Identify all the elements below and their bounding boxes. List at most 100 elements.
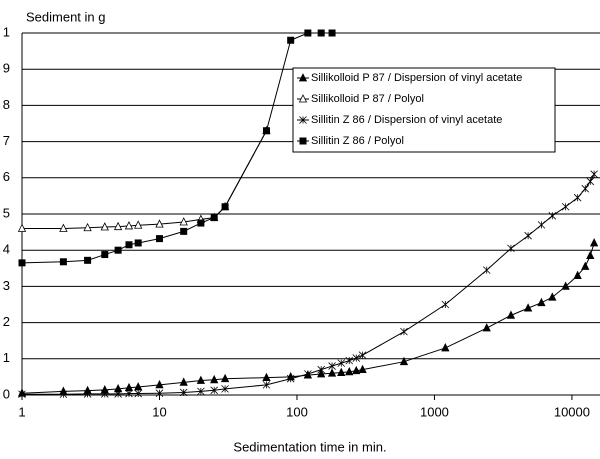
- marker: [210, 374, 219, 384]
- marker: [537, 297, 546, 307]
- legend-label: Sillikolloid P 87 / Polyol: [311, 93, 424, 105]
- marker: [586, 250, 595, 260]
- y-tick-label: 1: [3, 350, 10, 365]
- marker: [124, 221, 134, 230]
- marker: [328, 29, 336, 37]
- marker: [101, 251, 109, 259]
- marker: [345, 356, 354, 365]
- y-tick-label: 0: [3, 386, 10, 401]
- marker: [524, 231, 532, 240]
- marker: [506, 310, 516, 319]
- marker: [352, 365, 361, 375]
- marker: [210, 214, 218, 222]
- legend-marker: [298, 73, 308, 82]
- marker: [134, 382, 143, 391]
- y-tick-label: 1: [3, 24, 10, 39]
- marker: [327, 368, 337, 377]
- marker: [125, 389, 133, 398]
- marker: [523, 303, 533, 312]
- marker: [328, 362, 336, 370]
- marker: [304, 370, 312, 378]
- marker: [507, 244, 515, 253]
- legend-label: Sillikolloid P 87 / Dispersion of vinyl …: [311, 72, 522, 84]
- marker: [581, 184, 590, 193]
- marker: [155, 379, 164, 389]
- marker: [100, 390, 109, 398]
- x-tick-label: 100: [286, 404, 308, 419]
- x-tick-label: 1000: [420, 404, 449, 419]
- marker: [84, 256, 92, 264]
- marker: [134, 220, 143, 229]
- marker: [221, 203, 229, 211]
- marker: [179, 377, 188, 386]
- marker: [221, 385, 229, 393]
- marker: [155, 235, 163, 243]
- marker: [59, 390, 68, 399]
- marker: [113, 221, 123, 231]
- marker: [134, 389, 142, 398]
- marker: [196, 375, 206, 384]
- series-line: [22, 173, 595, 395]
- y-tick-label: 5: [3, 205, 10, 220]
- marker: [262, 372, 271, 382]
- marker: [59, 258, 67, 266]
- marker: [197, 219, 205, 227]
- marker: [561, 281, 570, 290]
- legend-box: [292, 67, 556, 153]
- marker: [262, 127, 270, 135]
- marker: [100, 222, 109, 231]
- marker: [179, 217, 188, 226]
- marker: [18, 390, 26, 399]
- marker: [358, 351, 367, 359]
- marker: [317, 365, 325, 374]
- marker: [114, 246, 122, 254]
- marker: [548, 212, 557, 220]
- legend-label: Sillitin Z 86 / Polyol: [311, 135, 404, 147]
- marker: [317, 29, 325, 37]
- marker: [286, 374, 295, 383]
- marker: [590, 170, 598, 178]
- marker: [358, 364, 367, 374]
- y-tick-label: 3: [3, 278, 10, 293]
- marker: [220, 373, 230, 383]
- marker: [561, 202, 570, 211]
- marker: [179, 388, 188, 397]
- y-tick-label: 9: [3, 61, 10, 76]
- marker: [352, 354, 361, 362]
- marker: [125, 241, 133, 249]
- marker: [581, 261, 590, 270]
- marker: [441, 343, 450, 352]
- marker: [262, 381, 271, 389]
- marker: [59, 223, 68, 232]
- marker: [548, 292, 557, 301]
- marker: [304, 29, 312, 37]
- marker: [210, 386, 218, 395]
- x-tick-label: 10000: [554, 404, 590, 419]
- y-tick-label: 6: [3, 169, 10, 184]
- marker: [337, 359, 346, 367]
- marker: [155, 219, 164, 228]
- y-tick-label: 2: [3, 314, 10, 329]
- marker: [114, 390, 122, 398]
- marker: [573, 270, 582, 279]
- marker: [537, 221, 546, 229]
- marker: [83, 222, 92, 232]
- marker: [134, 239, 142, 247]
- x-axis-label: Sedimentation time in min.: [233, 439, 386, 454]
- marker: [155, 389, 164, 397]
- y-tick-label: 7: [3, 133, 10, 148]
- marker: [180, 227, 188, 235]
- legend-marker: [299, 137, 307, 145]
- x-tick-label: 10: [152, 404, 166, 419]
- marker: [573, 193, 582, 202]
- marker: [399, 356, 409, 366]
- marker: [345, 366, 354, 376]
- marker: [17, 223, 27, 232]
- marker: [482, 266, 491, 274]
- legend-marker: [299, 116, 307, 124]
- marker: [197, 387, 205, 396]
- marker: [83, 390, 92, 398]
- marker: [482, 323, 491, 332]
- marker: [400, 327, 408, 336]
